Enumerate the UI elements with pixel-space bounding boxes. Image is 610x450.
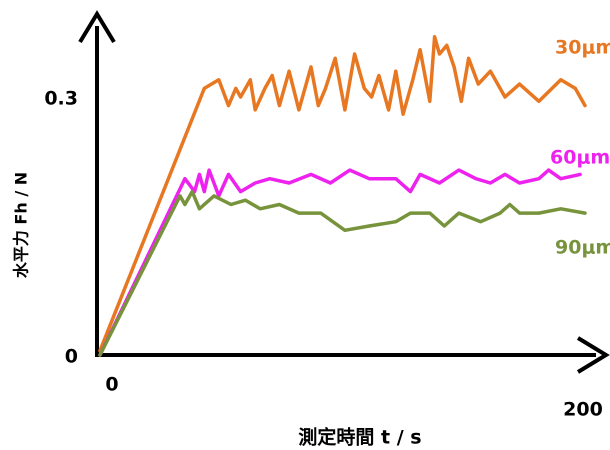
x-tick-label: 200 — [563, 399, 603, 421]
series-line — [98, 189, 587, 357]
x-axis-arrow — [576, 336, 610, 374]
series-line — [98, 35, 587, 353]
y-axis-arrow — [78, 10, 116, 44]
x-axis-label: 測定時間 t / s — [298, 426, 421, 449]
series-label: 30μm — [555, 37, 610, 59]
y-tick-label: 0 — [65, 346, 78, 368]
series-label: 90μm — [555, 237, 610, 259]
x-tick-label: 0 — [105, 374, 118, 396]
series-line — [98, 168, 582, 357]
axes — [78, 10, 610, 374]
y-tick-label: 0.3 — [44, 88, 78, 110]
series-label: 60μm — [550, 147, 610, 169]
y-axis-label: 水平力 Fh / N — [12, 172, 31, 278]
